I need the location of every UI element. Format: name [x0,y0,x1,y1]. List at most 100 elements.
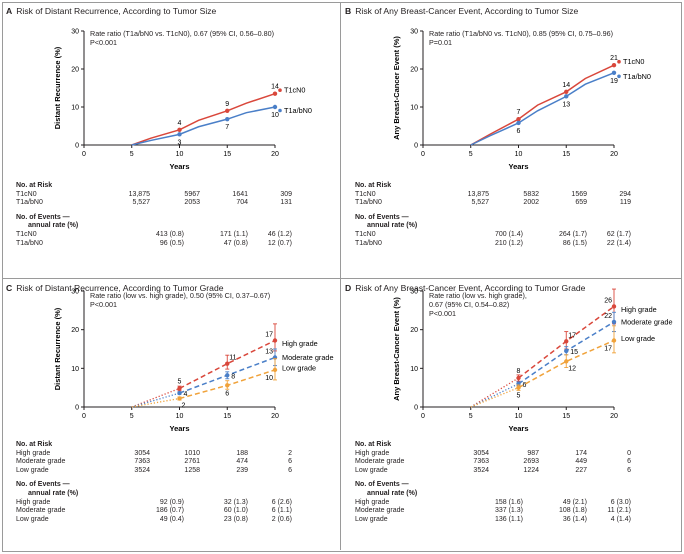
panel-a-series-t1cn0-point [177,127,182,132]
panel-c-risk-cell: 1010 [184,449,200,457]
panel-a-y-tick-label: 10 [71,105,79,112]
panel-a-series-t1a-bn0-point [272,104,278,110]
panel-a-y-tick-label: 30 [71,29,79,36]
panel-a-series-t1cn0-value-label: 14 [271,84,279,91]
panel-c-series-low-grade-point [272,367,278,373]
panel-c-events-cell: 23 (0.8) [223,515,248,523]
panel-d-y-tick-label: 10 [410,366,418,373]
panel-c-risk-cell: 1258 [184,466,200,474]
panel-a-events-cell: 12 (0.7) [267,239,292,247]
panel-a-risk-cell: 13,875 [128,190,150,198]
panel-d-series-high-grade-point [611,304,617,309]
panel-c-series-moderate-grade-value-label: 4 [184,391,188,398]
panel-d-events-cell: 108 (1.8) [558,507,587,515]
panel-a-series-t1cn0-point [225,108,230,114]
panel-d-events-cell: 36 (1.4) [562,515,587,523]
panel-b-risk-cell: 119 [619,199,631,207]
panel-c-series-moderate-grade-value-label: 8 [231,373,235,380]
panel-c-events-header: No. of Events — [16,481,336,490]
panel-b-series-t1cn0-point [516,116,521,122]
panel-b-events-cell: 86 (1.5) [562,239,587,247]
panel-d-events-header-text: No. of Events — [355,481,409,489]
panel-a-series-t1cn0-value-label: 9 [225,101,229,108]
panel-b-events-row-label: T1a/bN0 [355,239,382,247]
panel-d-risk-header: No. at Risk [355,441,675,450]
panel-c-series-high-grade-dashed-line [179,339,276,390]
panel-c-series-moderate-grade-value-label: 13 [265,349,273,356]
panel-d-x-axis-title: Years [508,424,528,433]
panel-c-y-tick-label: 20 [71,327,79,334]
panel-d-events-subheader: annual rate (%) [355,490,675,499]
panel-b-events-row: T1a/bN0 210 (1.2) 86 (1.5) 22 (1.4) [355,240,675,249]
panel-b-series-t1cn0-point [611,63,617,68]
panel-c-risk-cell: 239 [236,466,248,474]
panel-a-y-tick-label: 20 [71,67,79,74]
panel-d-series-low-grade-dashed-line [518,339,615,389]
panel-d-x-tick-label: 15 [562,413,570,420]
panel-c-series-moderate-grade-point [225,373,230,378]
panel-a-events-subheader-text: annual rate (%) [28,222,79,230]
panel-d-series-moderate-grade-value-label: 15 [570,349,578,356]
panel-c-events-cell: 49 (0.4) [159,515,184,523]
panel-c-risk-row: High grade 3054 1010 188 2 [16,450,336,459]
panel-d-series-high-grade-point [516,375,521,381]
panel-b-risk-cell: 294 [619,190,631,198]
panel-c-legend-label: High grade [282,339,318,348]
panel-b-series-t1a-bn0-value-label: 19 [610,78,618,85]
panel-a-risk-cell: 704 [236,199,248,207]
panel-d-series-low-grade-value-label: 12 [568,365,576,372]
panel-a: A Risk of Distant Recurrence, According t… [2,2,340,276]
panel-c-events-row: Moderate grade 186 (0.7) 60 (1.0) 6 (1.1) [16,507,336,516]
panel-c-title: C Risk of Distant Recurrence, According t… [6,283,224,293]
panel-c-risk-cell: 474 [236,458,248,466]
panel-d-series-low-grade-point [564,359,569,364]
panel-c-risk-cell: 2 [288,449,292,457]
panel-d-tables: No. at Risk High grade 3054 987 174 0 Moderate… [355,441,675,524]
panel-b-series-t1a-bn0-value-label: 6 [517,128,521,135]
panel-c-events-cell: 60 (1.0) [223,507,248,515]
panel-b-title: B Risk of Any Breast-Cancer Event, Accord… [345,6,578,16]
panel-a-risk-row-label: T1cN0 [16,190,37,198]
panel-a-letter: A [6,6,13,16]
panel-c-events-row-label: High grade [16,498,51,506]
panel-d-events-cell: 158 (1.6) [494,498,523,506]
panel-a-events-cell: 46 (1.2) [267,230,292,238]
panel-d-events-header: No. of Events — [355,481,675,490]
panel-c-series-low-grade-value-label: 10 [265,375,273,382]
panel-d-risk-row: Moderate grade 7363 2693 449 6 [355,458,675,467]
panel-d-series-low-grade-value-label: 17 [604,345,612,352]
panel-a-y-axis-title: Distant Recurrence (%) [53,46,62,129]
panel-b-series-t1a-bn0-value-label: 13 [562,101,570,108]
panel-a-events-cell: 171 (1.1) [219,230,248,238]
panel-a-series-t1cn0-value-label: 4 [178,120,182,127]
panel-c-letter: C [6,283,13,293]
panel-b-tables: No. at Risk T1cN0 13,875 5832 1569 294 T1a/bN0… [355,182,675,248]
panel-b-series-t1a-bn0-point [611,70,617,76]
panel-a-legend-label: T1cN0 [284,86,306,95]
panel-a-series-t1cn0-point [272,91,278,96]
panel-d-x-tick-label: 20 [610,413,618,420]
panel-b-legend-label: T1cN0 [623,57,645,66]
panel-a-tables: No. at Risk T1cN0 13,875 5967 1641 309 T1a/bN0… [16,182,336,248]
panel-d-events-cell: 337 (1.3) [494,507,523,515]
panel-d-rate-note: Rate ratio (low vs. high grade), 0.67 (9… [429,291,527,318]
panel-c-x-tick-label: 10 [176,413,184,420]
panel-a-legend-label: T1a/bN0 [284,106,312,115]
panel-b-letter: B [345,6,352,16]
panel-b-risk-cell: 5832 [523,190,539,198]
panel-a-risk-cell: 2053 [184,199,200,207]
panel-b-series-t1a-bn0-point [516,120,521,126]
panel-d-risk-row-label: High grade [355,449,390,457]
panel-b-risk-cell: 2002 [523,199,539,207]
panel-c-x-tick-label: 20 [271,413,279,420]
panel-c-events-cell: 2 (0.6) [271,515,292,523]
panel-d-risk-header-text: No. at Risk [355,441,392,448]
panel-b-y-tick-label: 30 [410,29,418,36]
panel-b-events-row: T1cN0 700 (1.4) 264 (1.7) 62 (1.7) [355,231,675,240]
panel-b-series-t1cn0-value-label: 14 [562,82,570,89]
panel-a-chart: 0 10 20 30 0 5 10 15 20 Years Distant Recurrence (… [53,29,312,172]
panel-d-series-low-grade-point [611,338,617,343]
panel-d-risk-cell: 6 [627,458,631,466]
panel-a-events-row: T1a/bN0 96 (0.5) 47 (0.8) 12 (0.7) [16,240,336,249]
panel-d-y-tick-label: 0 [414,405,418,412]
